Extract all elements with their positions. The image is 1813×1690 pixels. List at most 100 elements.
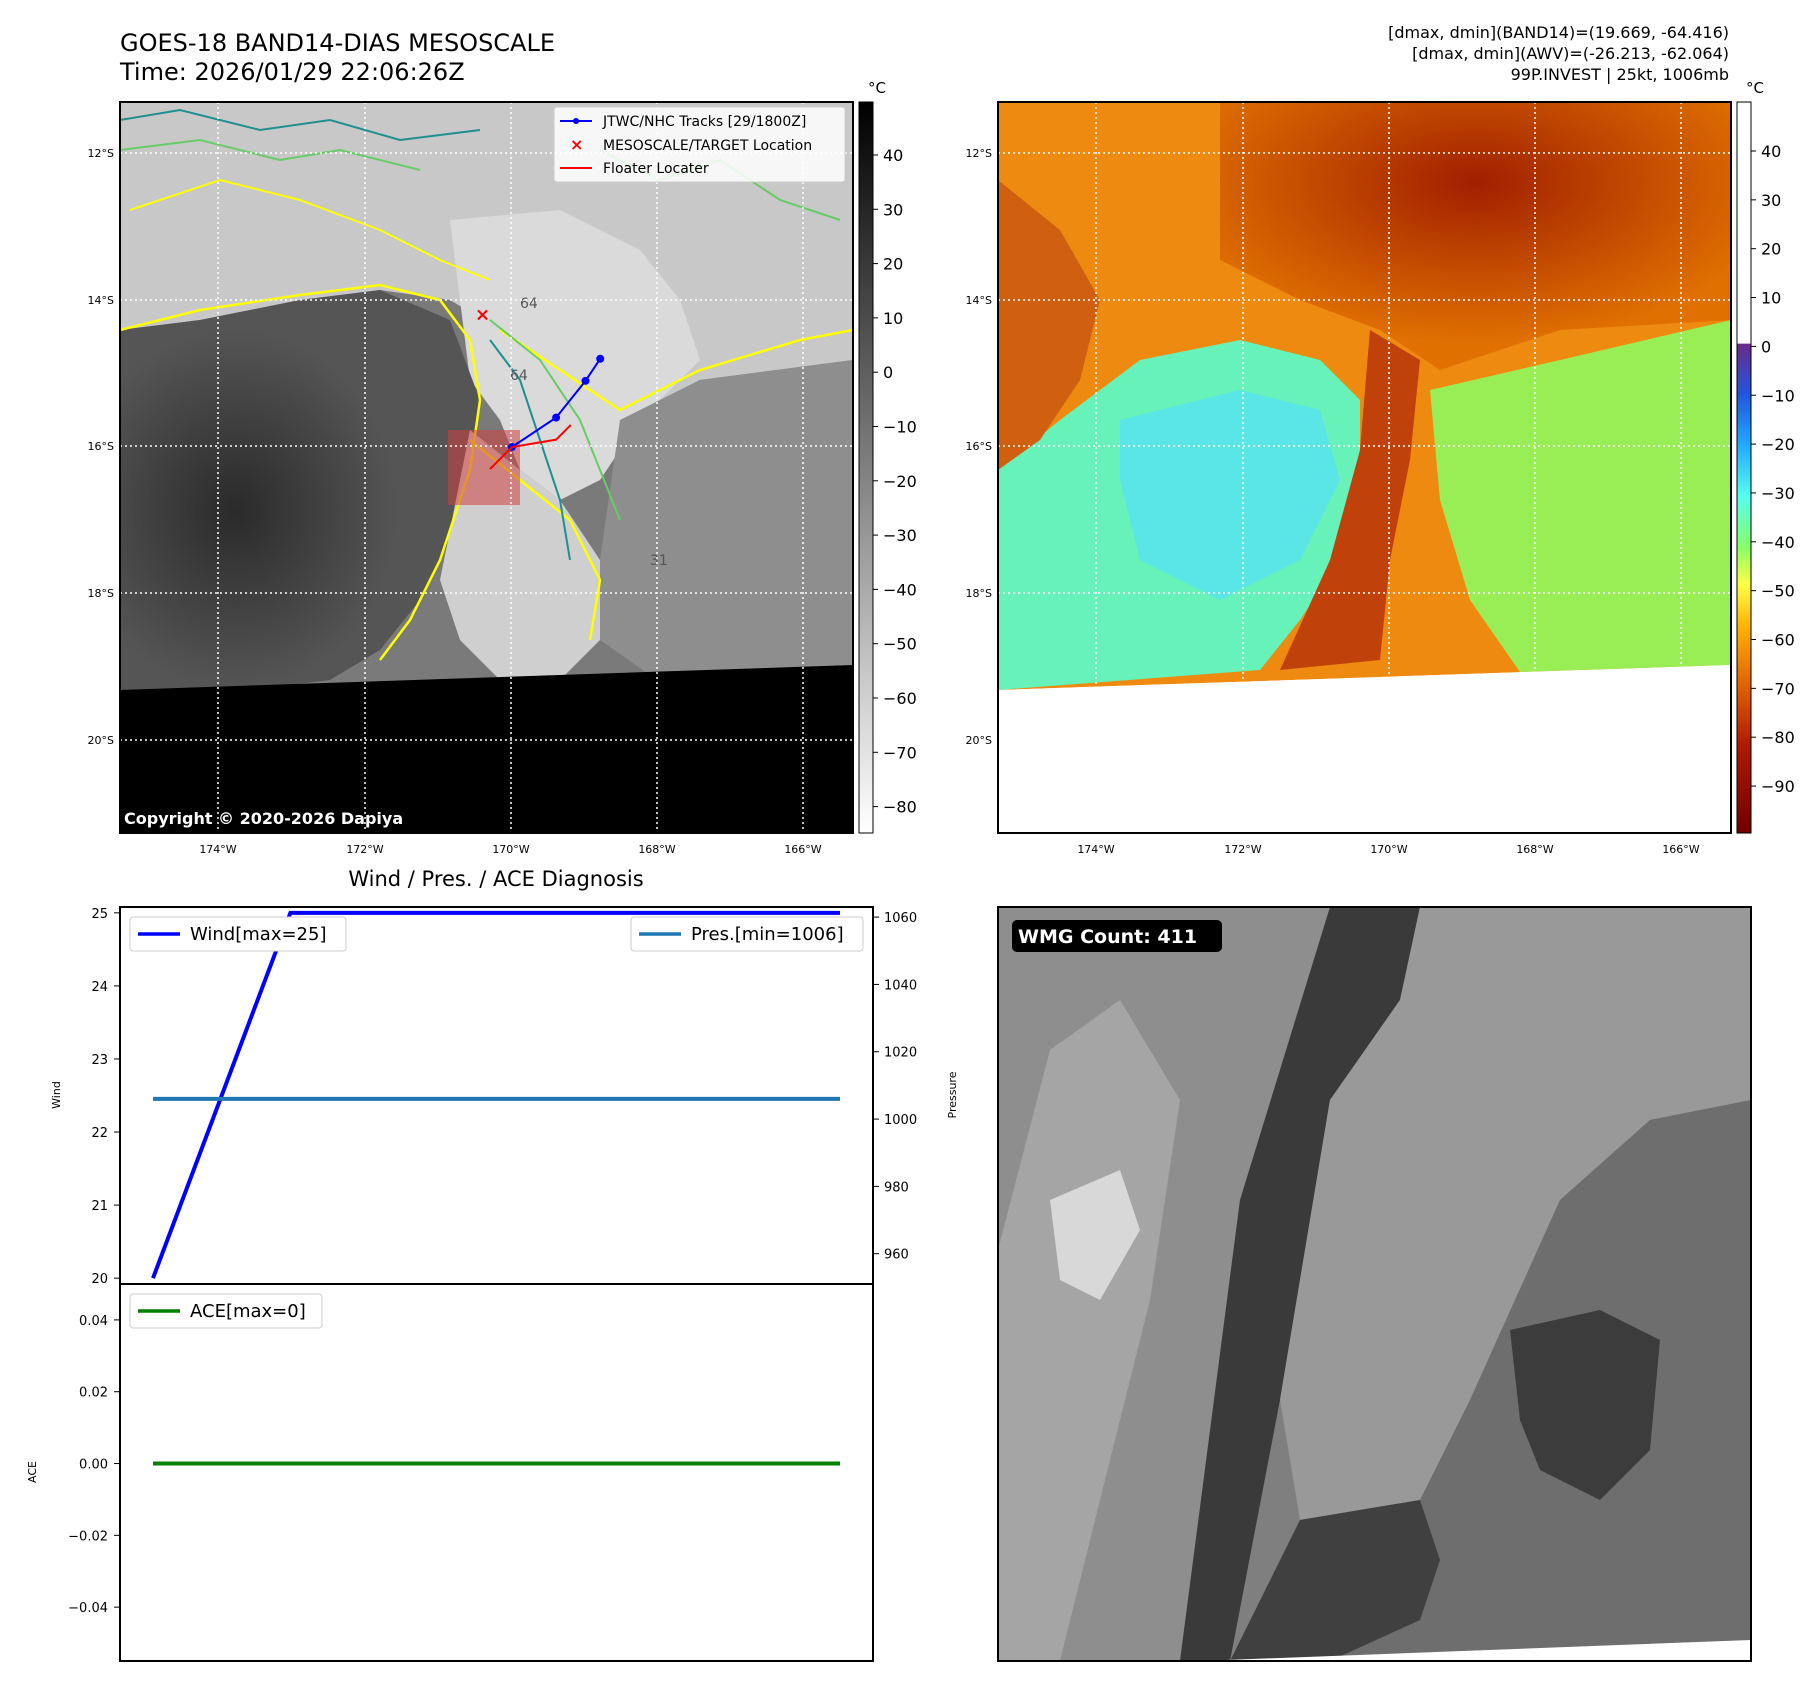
colorbar-tick-label: 30 <box>1761 191 1781 210</box>
ir-map: 64 64 31 × Copyright © 2020-2026 Dapiya … <box>88 79 917 856</box>
wmg-image <box>998 907 1751 1661</box>
colorbar-tick-label: 30 <box>883 200 903 219</box>
colorbar-tick-label: 40 <box>883 146 903 165</box>
pressure-legend-box <box>630 916 864 952</box>
awv-colorbar <box>1736 101 1752 834</box>
colorbar-tick-label: 10 <box>883 309 903 328</box>
wmg-dark-band <box>1180 907 1420 1661</box>
awv-dry-band <box>1280 330 1420 670</box>
ir-lon-label: 170°W <box>492 843 529 856</box>
ir-lat-labels: 12°S 14°S 16°S 18°S 20°S <box>88 147 114 747</box>
ir-frame <box>119 101 854 834</box>
colorbar-tick-label: −40 <box>1761 533 1795 552</box>
colorbar-tick-label: −40 <box>883 580 917 599</box>
pressure-ylabel: Pressure <box>946 1071 959 1118</box>
wmg-count-label: WMG Count: 411 <box>1018 926 1197 948</box>
ace-legend-label: ACE[max=0] <box>190 1301 306 1322</box>
awv-lat-label: 12°S <box>966 147 992 160</box>
x-marker-icon: × <box>570 135 583 154</box>
contour-yellow-2 <box>499 328 853 412</box>
awv-colorbar-ticks: 40 30 20 10 0 −10 −20 −30 −40 −50 −60 −70 −80 −90 <box>1751 142 1795 796</box>
stats-awv: [dmax, dmin](AWV)=(-26.213, -62.064) <box>1412 44 1729 63</box>
colorbar-tick-label: −70 <box>883 743 917 762</box>
wind-tick-label: 24 <box>91 980 108 995</box>
ir-colorbar <box>858 101 874 834</box>
wind-series <box>151 910 840 1279</box>
ace-ticks: 0.04 0.02 0.00 −0.02 −0.04 <box>68 1314 120 1616</box>
awv-lon-label: 174°W <box>1077 843 1114 856</box>
colorbar-tick-label: 0 <box>1761 337 1771 356</box>
track-point <box>581 376 590 385</box>
pressure-tick-label: 1060 <box>884 911 917 926</box>
colorbar-tick-label: −60 <box>1761 631 1795 650</box>
wmg-frame <box>997 906 1752 1662</box>
ace-legend-box <box>129 1293 323 1329</box>
ir-cold-region <box>120 290 480 690</box>
pressure-legend-label: Pres.[min=1006] <box>691 924 844 945</box>
colorbar-tick-label: −60 <box>883 689 917 708</box>
diagnosis-title: Wind / Pres. / ACE Diagnosis <box>348 867 643 891</box>
awv-lat-label: 16°S <box>966 440 992 453</box>
ir-lon-label: 174°W <box>199 843 236 856</box>
diagnosis-series <box>151 910 840 1466</box>
wmg-light-band <box>1280 907 1751 1520</box>
ace-tick-label: 0.00 <box>79 1458 108 1473</box>
ir-colorbar-ticks: 40 30 20 10 0 −10 −20 −30 −40 −50 −60 −70 −80 <box>873 146 917 817</box>
pressure-tick-label: 1000 <box>884 1113 917 1128</box>
wind-legend-box <box>129 916 347 952</box>
ace-tick-label: −0.02 <box>68 1529 108 1544</box>
wmg-no-data <box>1200 1640 1751 1661</box>
ir-legend-box <box>553 106 846 183</box>
ir-lon-label: 168°W <box>638 843 675 856</box>
awv-colorbar-unit: °C <box>1746 79 1764 97</box>
pressure-ticks: 1060 1040 1020 1000 980 960 <box>873 911 917 1263</box>
track-dot-icon <box>573 118 579 124</box>
colorbar-tick-label: −10 <box>883 418 917 437</box>
wmg-dark-south <box>1230 1500 1440 1661</box>
colorbar-tick-label: −10 <box>1761 386 1795 405</box>
figure-time: Time: 2026/01/29 22:06:26Z <box>119 58 465 86</box>
awv-frame <box>997 101 1732 834</box>
colorbar-tick-label: −50 <box>1761 582 1795 601</box>
ir-gridlines <box>120 102 853 833</box>
ir-cloud-east <box>600 360 853 675</box>
wmg-count-badge <box>1012 920 1222 952</box>
contour-teal-1 <box>120 108 481 142</box>
figure-title: GOES-18 BAND14-DIAS MESOSCALE <box>120 29 555 57</box>
wmg-dark-blob <box>1510 1310 1660 1500</box>
legend-target-label: MESOSCALE/TARGET Location <box>603 138 812 154</box>
wmg-bright-patch <box>1050 1170 1140 1300</box>
colorbar-tick-label: −30 <box>1761 484 1795 503</box>
colorbar-tick-label: −80 <box>1761 728 1795 747</box>
wind-axes <box>119 906 874 1285</box>
contour-teal-2 <box>489 339 571 561</box>
pressure-tick-label: 1040 <box>884 978 917 993</box>
ir-lat-label: 18°S <box>88 587 114 600</box>
wind-tick-label: 23 <box>91 1053 108 1068</box>
awv-lon-label: 170°W <box>1370 843 1407 856</box>
colorbar-tick-label: −20 <box>1761 435 1795 454</box>
wind-ylabel: Wind <box>50 1081 63 1109</box>
awv-dry-west <box>998 180 1100 470</box>
legend-floater-label: Floater Locater <box>603 161 709 177</box>
stats-storm: 99P.INVEST | 25kt, 1006mb <box>1511 65 1729 84</box>
awv-dry-core <box>1220 102 1731 370</box>
target-marker: × <box>475 305 490 326</box>
pressure-tick-label: 980 <box>884 1180 909 1195</box>
track-point <box>596 354 605 363</box>
ir-lon-label: 166°W <box>784 843 821 856</box>
pressure-tick-label: 1020 <box>884 1046 917 1061</box>
wmg-west-light <box>998 1000 1180 1661</box>
wmg-panel: WMG Count: 411 <box>997 906 1752 1662</box>
copyright: Copyright © 2020-2026 Dapiya <box>124 809 403 828</box>
awv-lat-labels: 12°S 14°S 16°S 18°S 20°S <box>966 147 992 747</box>
ir-lat-label: 16°S <box>88 440 114 453</box>
ir-no-data <box>120 665 853 833</box>
ir-lon-label: 172°W <box>346 843 383 856</box>
ir-colorbar-unit: °C <box>868 79 886 97</box>
ir-lon-labels: 174°W 172°W 170°W 168°W 166°W <box>199 843 821 856</box>
contour-label-3: 31 <box>650 553 668 569</box>
ace-ylabel: ACE <box>26 1461 39 1483</box>
ace-tick-label: 0.02 <box>79 1386 108 1401</box>
